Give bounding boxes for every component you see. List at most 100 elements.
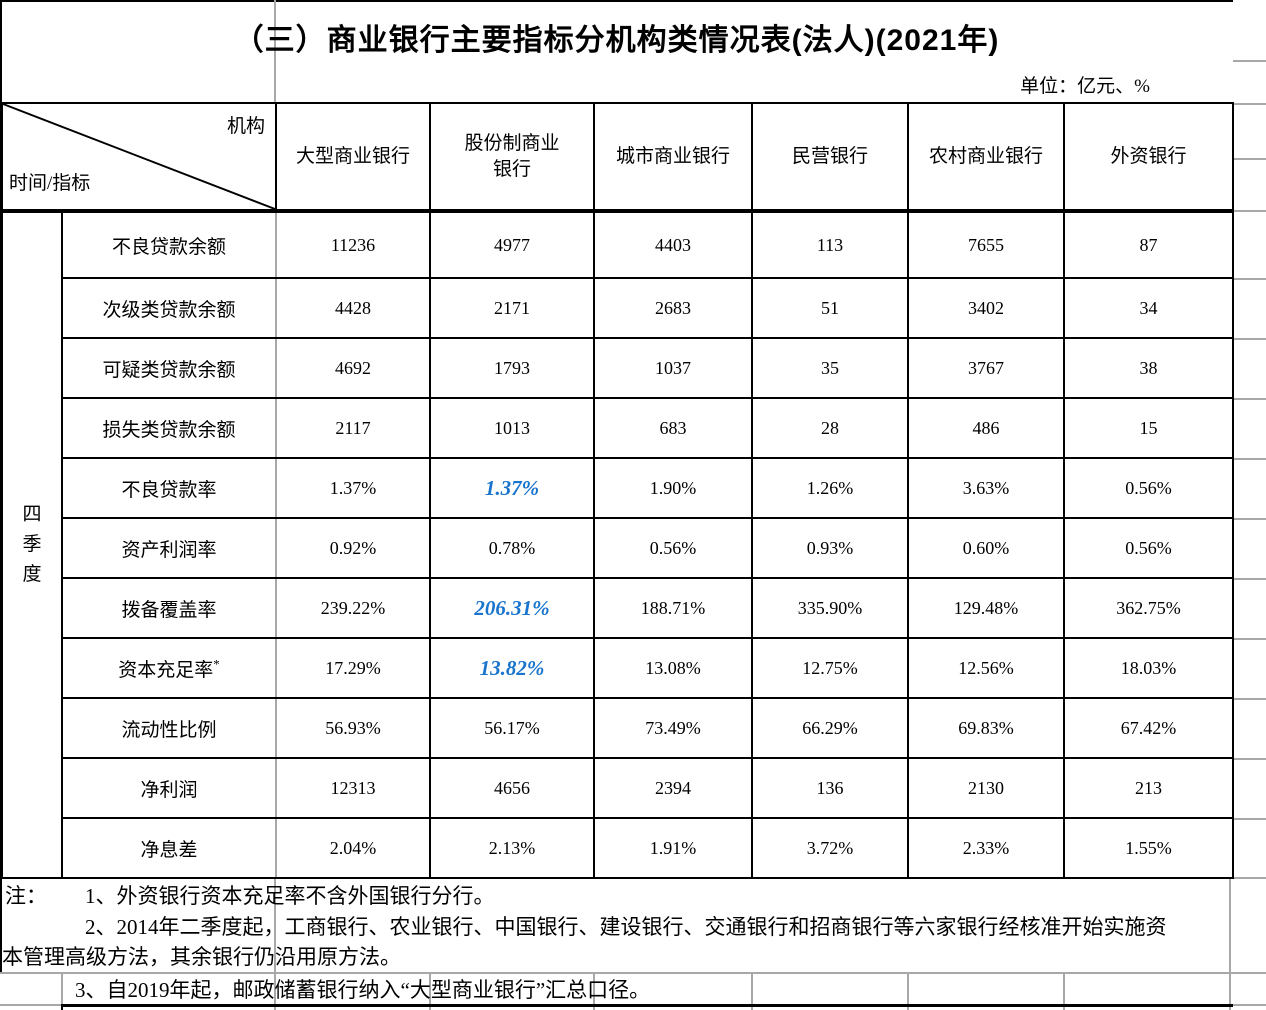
gridline	[593, 973, 595, 1010]
column-header-foreign-banks: 外资银行	[1063, 102, 1234, 213]
value-cell: 18.03%	[1063, 637, 1234, 699]
footnote-asterisk: *	[213, 656, 220, 672]
value-cell: 69.83%	[907, 697, 1065, 759]
indicators-table: 机构 时间/指标 大型商业银行 股份制商业银行 城市商业银行 民营银行 农村商业…	[1, 102, 1234, 879]
gridline	[1233, 758, 1266, 760]
unit-label: 单位：亿元、%	[1020, 76, 1150, 97]
value-cell: 4428	[275, 277, 431, 339]
value-cell: 683	[593, 397, 753, 459]
row-label: 可疑类贷款余额	[61, 337, 277, 399]
value-cell: 38	[1063, 337, 1234, 399]
gridline	[1233, 818, 1266, 820]
value-cell: 362.75%	[1063, 577, 1234, 639]
value-cell: 0.78%	[429, 517, 595, 579]
value-cell: 3767	[907, 337, 1065, 399]
value-cell: 4403	[593, 210, 753, 279]
value-cell: 0.56%	[1063, 517, 1234, 579]
gridline	[429, 973, 431, 1010]
value-cell: 1013	[429, 397, 595, 459]
value-cell: 67.42%	[1063, 697, 1234, 759]
table-row: 次级类贷款余额 4428 2171 2683 51 3402 34	[2, 277, 1234, 339]
row-label: 净利润	[61, 757, 277, 819]
corner-label-time-indicator: 时间/指标	[9, 173, 91, 194]
gridline	[0, 0, 1233, 2]
value-cell: 87	[1063, 210, 1234, 279]
table-row: 净息差 2.04% 2.13% 1.91% 3.72% 2.33% 1.55%	[2, 817, 1234, 879]
note-line-2: 2、2014年二季度起，工商银行、农业银行、中国银行、建设银行、交通银行和招商银…	[85, 915, 1167, 939]
page-title: （三）商业银行主要指标分机构类情况表(法人)(2021年)	[233, 24, 1000, 57]
gridline	[0, 1004, 62, 1006]
value-cell: 15	[1063, 397, 1234, 459]
gridline	[61, 973, 63, 1004]
value-cell: 239.22%	[275, 577, 431, 639]
gridline	[1233, 877, 1266, 879]
value-cell: 28	[751, 397, 909, 459]
value-cell: 1.91%	[593, 817, 753, 879]
value-cell: 2683	[593, 277, 753, 339]
gridline	[907, 973, 909, 1010]
value-cell: 17.29%	[275, 637, 431, 699]
value-cell: 34	[1063, 277, 1234, 339]
value-cell: 4692	[275, 337, 431, 399]
value-cell: 129.48%	[907, 577, 1065, 639]
gridline	[1233, 1004, 1266, 1006]
value-cell: 56.17%	[429, 697, 595, 759]
gridline	[1233, 518, 1266, 520]
note-line-3: 本管理高级方法，其余银行仍沿用原方法。	[2, 945, 401, 969]
value-cell: 7655	[907, 210, 1065, 279]
value-cell: 11236	[275, 210, 431, 279]
value-cell: 2394	[593, 757, 753, 819]
table-row: 资产利润率 0.92% 0.78% 0.56% 0.93% 0.60% 0.56%	[2, 517, 1234, 579]
gridline	[1233, 210, 1266, 212]
gridline	[1233, 398, 1266, 400]
table-row: 不良贷款率 1.37% 1.37% 1.90% 1.26% 3.63% 0.56%	[2, 457, 1234, 519]
value-cell: 13.08%	[593, 637, 753, 699]
note-line-4: 3、自2019年起，邮政储蓄银行纳入“大型商业银行”汇总口径。	[75, 978, 651, 1002]
value-cell: 188.71%	[593, 577, 753, 639]
gridline	[0, 972, 1266, 974]
row-label: 不良贷款余额	[61, 210, 277, 279]
table-row: 可疑类贷款余额 4692 1793 1037 35 3767 38	[2, 337, 1234, 399]
gridline	[1233, 458, 1266, 460]
header-row: 机构 时间/指标 大型商业银行 股份制商业银行 城市商业银行 民营银行 农村商业…	[1, 102, 1234, 213]
value-cell: 12.75%	[751, 637, 909, 699]
value-cell: 0.93%	[751, 517, 909, 579]
gridline	[1063, 973, 1065, 1010]
value-cell: 335.90%	[751, 577, 909, 639]
value-cell: 4656	[429, 757, 595, 819]
gridline	[1233, 698, 1266, 700]
table-row: 四 季 度不良贷款余额 11236 4977 4403 113 7655 87	[1, 210, 1234, 879]
value-cell: 0.56%	[593, 517, 753, 579]
gridline	[1233, 338, 1266, 340]
row-label: 拨备覆盖率	[61, 577, 277, 639]
gridline	[1229, 877, 1231, 1010]
value-cell: 3.63%	[907, 457, 1065, 519]
gridline	[61, 1004, 1233, 1007]
gridline	[274, 877, 276, 1010]
value-cell-highlighted: 206.31%	[429, 577, 595, 639]
value-cell: 1037	[593, 337, 753, 399]
value-cell: 1.90%	[593, 457, 753, 519]
row-label: 次级类贷款余额	[61, 277, 277, 339]
value-cell: 2130	[907, 757, 1065, 819]
value-cell: 12.56%	[907, 637, 1065, 699]
value-cell: 2.13%	[429, 817, 595, 879]
value-cell: 2171	[429, 277, 595, 339]
value-cell: 1793	[429, 337, 595, 399]
corner-label-institution: 机构	[226, 116, 265, 137]
row-label: 净息差	[61, 817, 277, 879]
note-line-1: 1、外资银行资本充足率不含外国银行分行。	[85, 884, 495, 908]
column-header-private-banks: 民营银行	[751, 102, 909, 213]
table-row: 流动性比例 56.93% 56.17% 73.49% 66.29% 69.83% 67.42…	[2, 697, 1234, 759]
value-cell: 213	[1063, 757, 1234, 819]
value-cell: 73.49%	[593, 697, 753, 759]
value-cell: 35	[751, 337, 909, 399]
value-cell: 0.56%	[1063, 457, 1234, 519]
value-cell: 56.93%	[275, 697, 431, 759]
value-cell: 66.29%	[751, 697, 909, 759]
value-cell: 1.55%	[1063, 817, 1234, 879]
row-label: 损失类贷款余额	[61, 397, 277, 459]
table-row: 净利润 12313 4656 2394 136 2130 213	[2, 757, 1234, 819]
value-cell: 51	[751, 277, 909, 339]
